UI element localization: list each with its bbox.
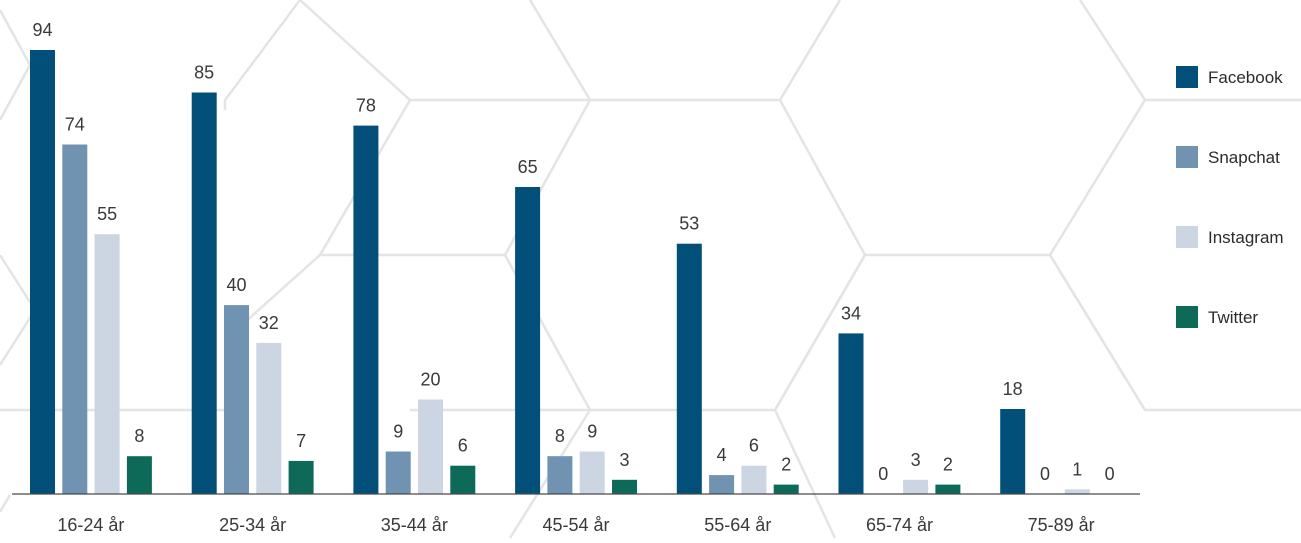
hexagon-line — [773, 254, 867, 411]
bar-snapchat-16-24-r — [62, 144, 88, 494]
legend-swatch-facebook — [1176, 66, 1198, 88]
value-label-instagram-65-74-r: 3 — [911, 450, 921, 470]
value-label-facebook-45-54-r: 65 — [518, 157, 538, 177]
bar-twitter-16-24-r — [126, 456, 152, 494]
bar-snapchat-45-54-r — [547, 456, 573, 494]
value-label-facebook-16-24-r: 94 — [32, 20, 52, 40]
bar-twitter-55-64-r — [773, 484, 799, 494]
value-label-twitter-25-34-r: 7 — [296, 431, 306, 451]
bar-twitter-65-74-r — [935, 484, 961, 494]
category-label-75-89-r: 75-89 år — [1028, 515, 1095, 535]
hexagon-line — [1078, 0, 1147, 101]
legend-label-snapchat: Snapchat — [1208, 148, 1280, 167]
value-label-twitter-55-64-r: 2 — [781, 455, 791, 475]
bar-facebook-16-24-r — [30, 50, 55, 494]
bar-snapchat-55-64-r — [709, 475, 735, 494]
value-label-snapchat-45-54-r: 8 — [555, 426, 565, 446]
bar-instagram-25-34-r — [256, 342, 282, 494]
bar-facebook-25-34-r — [191, 92, 217, 494]
value-label-instagram-75-89-r: 1 — [1072, 459, 1082, 479]
bar-snapchat-35-44-r — [385, 451, 411, 494]
bar-instagram-16-24-r — [94, 234, 120, 494]
value-label-twitter-45-54-r: 3 — [619, 450, 629, 470]
bar-instagram-45-54-r — [579, 451, 605, 494]
bar-instagram-55-64-r — [741, 465, 767, 494]
value-label-twitter-16-24-r: 8 — [134, 426, 144, 446]
category-label-65-74-r: 65-74 år — [866, 515, 933, 535]
bar-facebook-65-74-r — [838, 333, 864, 494]
bar-facebook-35-44-r — [353, 125, 379, 494]
legend-swatch-instagram — [1176, 226, 1198, 248]
bars-layer — [30, 50, 1090, 494]
value-label-facebook-75-89-r: 18 — [1003, 379, 1023, 399]
hexagon-line — [590, 98, 867, 411]
value-label-snapchat-25-34-r: 40 — [226, 275, 246, 295]
value-label-snapchat-75-89-r: 0 — [1040, 464, 1050, 484]
hexagon-line — [778, 0, 842, 101]
value-label-snapchat-16-24-r: 74 — [65, 115, 85, 135]
bar-facebook-45-54-r — [515, 187, 541, 494]
category-labels-layer: 16-24 år 25-34 år 35-44 år 45-54 år 55-64 år… — [57, 515, 1094, 535]
value-label-instagram-16-24-r: 55 — [97, 204, 117, 224]
hexagon-line — [223, 0, 301, 110]
value-label-snapchat-35-44-r: 9 — [393, 422, 403, 442]
bar-instagram-35-44-r — [418, 399, 443, 494]
legend-label-twitter: Twitter — [1208, 308, 1259, 327]
hexagon-line — [1048, 254, 1147, 411]
category-label-16-24-r: 16-24 år — [57, 515, 124, 535]
value-label-twitter-75-89-r: 0 — [1105, 464, 1115, 484]
value-label-facebook-35-44-r: 78 — [356, 96, 376, 116]
category-label-55-64-r: 55-64 år — [704, 515, 771, 535]
bar-twitter-25-34-r — [288, 460, 314, 494]
value-label-facebook-55-64-r: 53 — [679, 214, 699, 234]
bar-facebook-75-89-r — [1000, 409, 1026, 494]
hexagon-line — [865, 253, 1301, 412]
hexagon-line — [0, 9, 32, 121]
value-label-twitter-65-74-r: 2 — [943, 455, 953, 475]
hexagon-line — [299, 0, 593, 102]
bar-snapchat-25-34-r — [224, 305, 249, 494]
hexagon-line — [0, 494, 12, 513]
bar-instagram-65-74-r — [903, 479, 929, 494]
bar-twitter-35-44-r — [450, 465, 476, 494]
legend-swatch-snapchat — [1176, 146, 1198, 168]
category-label-35-44-r: 35-44 år — [381, 515, 448, 535]
value-label-twitter-35-44-r: 6 — [458, 436, 468, 456]
legend-swatch-twitter — [1176, 306, 1198, 328]
bar-instagram-75-89-r — [1064, 489, 1090, 494]
hexagon-line — [0, 254, 37, 366]
value-label-instagram-25-34-r: 32 — [259, 313, 279, 333]
value-label-instagram-35-44-r: 20 — [420, 370, 440, 390]
category-label-45-54-r: 45-54 år — [542, 515, 609, 535]
value-label-instagram-45-54-r: 9 — [587, 422, 597, 442]
value-label-snapchat-65-74-r: 0 — [878, 464, 888, 484]
legend-label-facebook: Facebook — [1208, 68, 1283, 87]
category-label-25-34-r: 25-34 år — [219, 515, 286, 535]
value-label-snapchat-55-64-r: 4 — [717, 445, 727, 465]
value-label-facebook-25-34-r: 85 — [194, 63, 214, 83]
legend-label-instagram: Instagram — [1208, 228, 1284, 247]
bar-facebook-55-64-r — [676, 243, 702, 494]
value-label-facebook-65-74-r: 34 — [841, 303, 861, 323]
value-label-instagram-55-64-r: 6 — [749, 436, 759, 456]
bar-twitter-45-54-r — [612, 479, 637, 494]
